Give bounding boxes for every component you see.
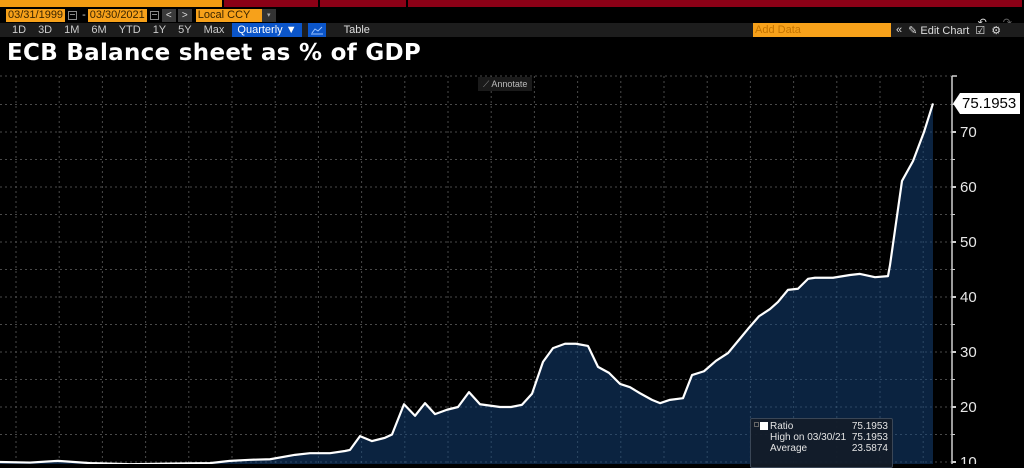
tab-edit[interactable] — [408, 0, 1024, 7]
calendar-icon[interactable] — [149, 10, 159, 20]
range-ytd-button[interactable]: YTD — [118, 24, 141, 36]
y-tick-label: 70 — [960, 124, 977, 141]
legend-row-average: Average 23.5874 — [770, 443, 888, 454]
date-separator: - — [82, 9, 86, 21]
gear-icon[interactable]: ⚙ — [991, 24, 1002, 37]
prev-period-button[interactable]: < — [161, 8, 176, 22]
range-1m-button[interactable]: 1M — [64, 24, 80, 36]
annotate-label: Annotate — [491, 79, 528, 89]
chart-tools: « ✎ Edit Chart ☑ ⚙ — [896, 23, 1001, 37]
legend-box[interactable]: Ratio 75.1953 High on 03/30/21 75.1953 A… — [750, 418, 893, 468]
ticker-field[interactable] — [0, 0, 224, 7]
calendar-icon[interactable] — [68, 10, 78, 20]
annotate-toggle-icon[interactable]: ☑ — [975, 24, 986, 37]
currency-dropdown-icon[interactable]: ▾ — [261, 8, 276, 22]
legend-row-high: High on 03/30/21 75.1953 — [770, 432, 888, 443]
range-5y-button[interactable]: 5Y — [178, 24, 192, 36]
chart-toolbar: 1D 3D 1M 6M YTD 1Y 5Y Max Quarterly ▼ Ta… — [0, 23, 1024, 37]
edit-chart-label: Edit Chart — [920, 24, 970, 37]
series-line[interactable] — [0, 103, 935, 464]
annotate-button[interactable]: ⟋ Annotate — [478, 77, 533, 91]
tab-actions[interactable] — [320, 0, 408, 7]
legend-row-ratio: Ratio 75.1953 — [770, 421, 888, 432]
y-tick-label: 40 — [960, 289, 977, 306]
end-date-input[interactable]: 03/30/2021 — [87, 8, 147, 22]
y-axis: 10 20 30 40 50 60 70 — [951, 75, 977, 464]
pencil-icon: ✎ — [908, 24, 918, 37]
add-data-input[interactable]: Add Data — [753, 23, 891, 37]
range-3d-button[interactable]: 3D — [38, 24, 53, 36]
collapse-tree-icon[interactable] — [754, 422, 759, 427]
series-area — [0, 103, 933, 464]
chart-title: ECB Balance sheet as % of GDP — [7, 40, 422, 66]
next-period-button[interactable]: > — [177, 8, 192, 22]
collapse-icon[interactable]: « — [896, 24, 903, 36]
edit-chart-button[interactable]: ✎ Edit Chart — [908, 24, 969, 37]
range-max-button[interactable]: Max — [203, 24, 225, 36]
y-tick-label: 10 — [960, 454, 977, 464]
range-1d-button[interactable]: 1D — [12, 24, 27, 36]
frequency-dropdown[interactable]: Quarterly ▼ — [232, 23, 302, 37]
y-tick-label: 60 — [960, 179, 977, 196]
tab-suggested-charts[interactable] — [224, 0, 320, 7]
top-banner — [0, 0, 1024, 7]
range-6m-button[interactable]: 6M — [91, 24, 107, 36]
last-value-label: 75.1953 — [953, 93, 1021, 114]
table-button[interactable]: Table — [343, 24, 370, 36]
series-color-swatch — [760, 422, 768, 430]
y-tick-label: 50 — [960, 234, 977, 251]
y-tick-label: 20 — [960, 399, 977, 416]
start-date-input[interactable]: 03/31/1999 — [6, 8, 66, 22]
currency-select[interactable]: Local CCY — [195, 8, 262, 22]
line-chart-icon[interactable] — [307, 23, 326, 37]
y-tick-label: 30 — [960, 344, 977, 361]
range-1y-button[interactable]: 1Y — [152, 24, 167, 36]
pencil-icon: ⟋ — [483, 79, 492, 89]
